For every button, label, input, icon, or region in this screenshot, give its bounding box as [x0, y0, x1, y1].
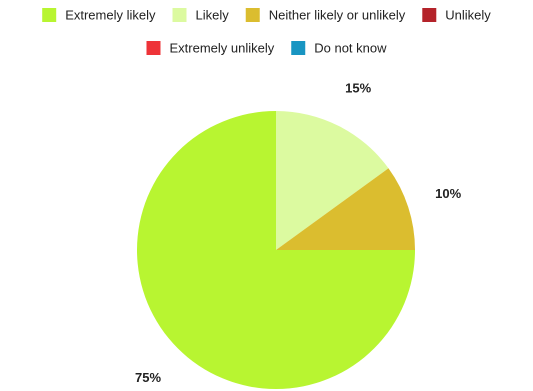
legend-swatch-likely — [172, 8, 187, 22]
legend-swatch-neither-likely-or-unlikely — [245, 8, 260, 22]
legend-label-unlikely: Unlikely — [445, 8, 491, 23]
legend-item-unlikely: Unlikely — [422, 8, 491, 23]
legend-item-likely: Likely — [172, 8, 229, 23]
pie-slice-neither-likely-or-unlikely — [276, 168, 415, 250]
slice-label-neither-likely-or-unlikely: 10% — [435, 186, 461, 201]
legend-label-extremely-likely: Extremely likely — [65, 8, 156, 23]
legend-label-neither-likely-or-unlikely: Neither likely or unlikely — [269, 8, 406, 23]
legend-swatch-do-not-know — [291, 41, 306, 55]
slice-label-extremely-likely: 75% — [135, 370, 161, 385]
legend-item-neither-likely-or-unlikely: Neither likely or unlikely — [245, 8, 406, 23]
legend-label-do-not-know: Do not know — [314, 41, 387, 56]
legend-label-extremely-unlikely: Extremely unlikely — [169, 41, 274, 56]
legend-swatch-unlikely — [422, 8, 437, 22]
legend-swatch-extremely-likely — [42, 8, 57, 22]
slice-labels: 15% 10% 75% — [135, 81, 462, 385]
slice-label-likely: 15% — [345, 81, 371, 96]
legend: Extremely likely Likely Neither likely or … — [42, 8, 491, 56]
pie-slices — [137, 111, 415, 389]
pie-slice-extremely-likely — [137, 111, 415, 389]
legend-item-extremely-likely: Extremely likely — [42, 8, 156, 23]
legend-label-likely: Likely — [195, 8, 229, 23]
legend-item-do-not-know: Do not know — [291, 41, 387, 56]
legend-item-extremely-unlikely: Extremely unlikely — [146, 41, 275, 56]
legend-swatch-extremely-unlikely — [146, 41, 161, 55]
pie-slice-likely — [276, 111, 389, 250]
